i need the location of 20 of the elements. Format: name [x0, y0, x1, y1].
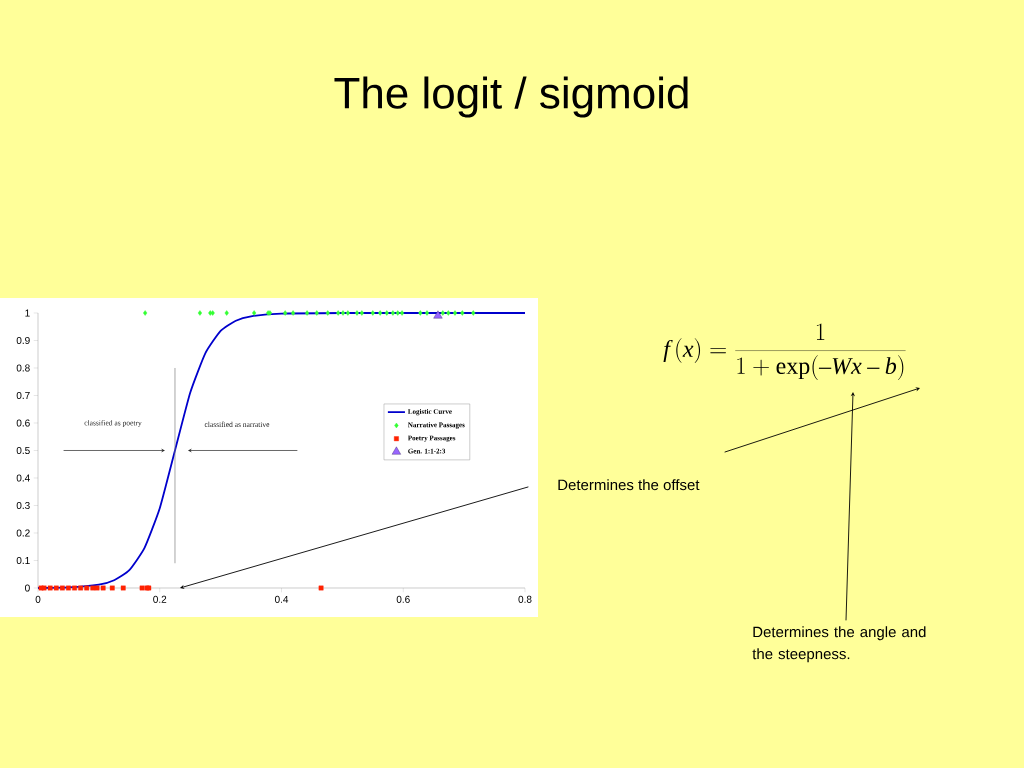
- y-tick-label: 0.3: [16, 501, 30, 510]
- y-tick-label: 0.6: [16, 419, 30, 427]
- y-tick-label: 0.4: [16, 474, 30, 482]
- text: $f\,(x)=\frac{1}{1+\exp(-Wx-b)}$: [663, 323, 906, 381]
- y-tick-label: 0.7: [16, 391, 30, 400]
- x-tick-label: 0.2: [153, 595, 167, 603]
- y-tick-label: 0.5: [16, 446, 30, 455]
- x-tick-label: 0.4: [274, 595, 289, 603]
- y-tick-label: 0: [25, 584, 30, 592]
- y-tick-label: 0.9: [16, 336, 30, 345]
- text: Determines the offset: [558, 479, 700, 491]
- y-tick-label: 0.8: [16, 364, 30, 372]
- chart-title: The logit / sigmoid: [334, 76, 688, 118]
- y-tick-label: 1: [25, 309, 30, 317]
- x-tick-label: 0: [35, 595, 41, 603]
- y-tick-label: 0.2: [16, 529, 30, 537]
- text: Determines the angle and the steepness.: [752, 626, 926, 663]
- x-tick-label: 0.6: [396, 595, 410, 603]
- y-tick-label: 0.1: [16, 556, 30, 565]
- x-tick-label: 0.8: [518, 595, 532, 603]
